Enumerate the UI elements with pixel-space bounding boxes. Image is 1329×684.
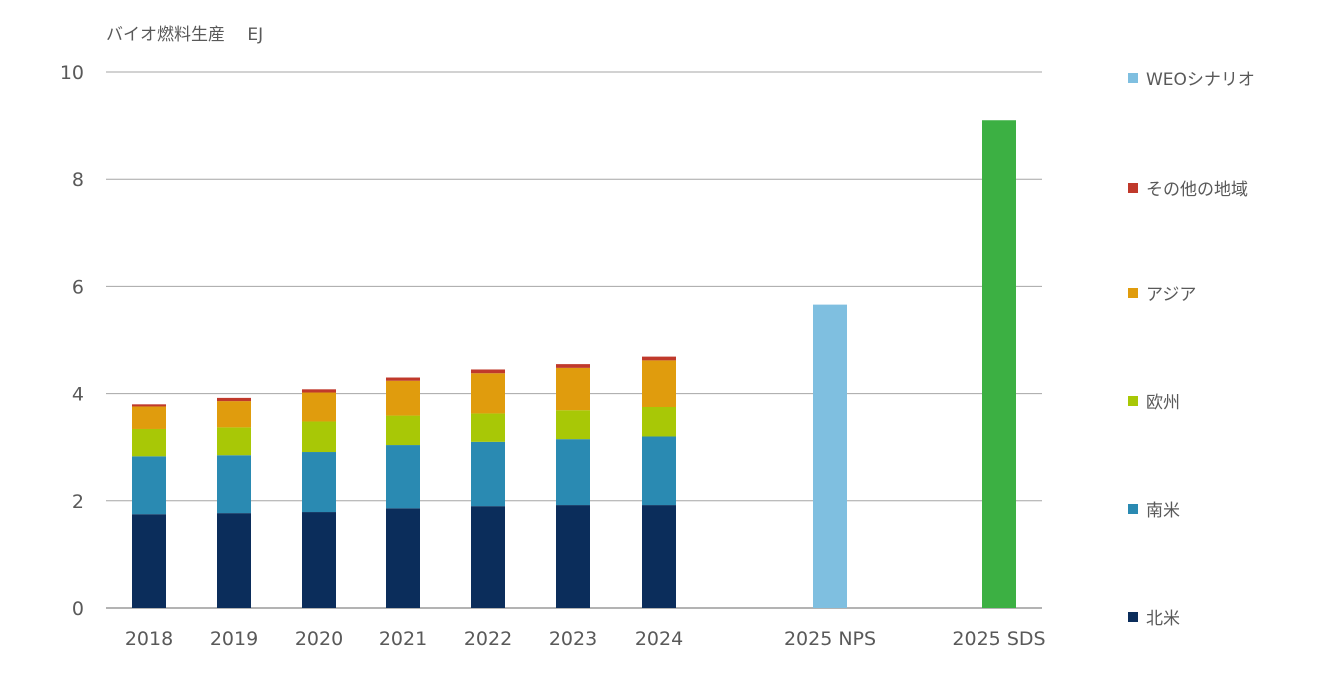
legend-item: 北米 <box>1128 604 1180 629</box>
bar-segment <box>642 356 676 361</box>
bar-segment <box>813 304 847 608</box>
bar-segment <box>642 407 676 437</box>
bar-segment <box>556 364 590 368</box>
legend: WEOシナリオ その他の地域 アジア欧州南米北米 <box>1128 0 1318 680</box>
legend-label: 欧州 <box>1146 393 1180 413</box>
bar-segment <box>132 456 166 515</box>
bar-segment <box>556 505 590 608</box>
bar-segment <box>556 439 590 506</box>
x-tick-label: 2018 <box>125 628 173 650</box>
legend-swatch <box>1128 72 1138 83</box>
y-tick-label: 6 <box>72 276 84 298</box>
bar-segment <box>386 445 420 509</box>
bar-segment <box>386 377 420 381</box>
bar-segment <box>302 389 336 393</box>
x-tick-label: 2025 NPS <box>784 628 876 650</box>
bar-segment <box>217 397 251 402</box>
bar-segment <box>642 436 676 506</box>
bar-segment <box>132 406 166 429</box>
bar-segment <box>386 380 420 416</box>
legend-item: アジア <box>1128 280 1196 305</box>
legend-swatch <box>1128 287 1138 298</box>
y-tick-label: 10 <box>60 62 84 84</box>
legend-label: 北米 <box>1146 609 1180 629</box>
legend-label: アジア <box>1146 285 1197 305</box>
legend-label: 南米 <box>1146 501 1180 521</box>
bar-segment <box>217 401 251 428</box>
bar-segment <box>217 455 251 514</box>
x-tick-label: 2024 <box>635 628 683 650</box>
legend-item: 欧州 <box>1128 388 1180 413</box>
bar-segment <box>471 441 505 507</box>
bar-segment <box>386 508 420 608</box>
bar-segment <box>132 428 166 457</box>
bar-segment <box>302 421 336 453</box>
x-tick-label: 2023 <box>549 628 597 650</box>
bar-segment <box>471 506 505 608</box>
bar-segment <box>302 512 336 608</box>
legend-swatch <box>1128 395 1138 406</box>
bar-segment <box>217 513 251 608</box>
bar-segment <box>642 505 676 608</box>
bar-segment <box>302 452 336 513</box>
bar-segment <box>471 413 505 442</box>
x-tick-label: 2022 <box>464 628 512 650</box>
bar-segment <box>642 360 676 407</box>
x-tick-label: 2025 SDS <box>952 628 1045 650</box>
legend-item: WEOシナリオ <box>1128 65 1255 90</box>
legend-swatch <box>1128 611 1138 622</box>
bar-segment <box>471 369 505 374</box>
bar-segment <box>132 404 166 407</box>
legend-item: その他の地域 <box>1128 175 1248 200</box>
legend-label: その他の地域 <box>1146 180 1248 200</box>
bar-segment <box>132 514 166 608</box>
y-tick-label: 2 <box>72 491 84 513</box>
y-tick-label: 4 <box>72 384 84 406</box>
legend-swatch <box>1128 503 1138 514</box>
legend-label: WEOシナリオ <box>1146 70 1255 90</box>
legend-swatch <box>1128 182 1138 193</box>
bar-segment <box>302 392 336 422</box>
x-tick-label: 2019 <box>210 628 258 650</box>
bar-segment <box>982 120 1016 609</box>
bar-segment <box>217 427 251 456</box>
x-tick-label: 2021 <box>379 628 427 650</box>
legend-item: 南米 <box>1128 496 1180 521</box>
bar-segment <box>386 415 420 446</box>
y-tick-label: 8 <box>72 169 84 191</box>
x-tick-label: 2020 <box>295 628 343 650</box>
y-tick-label: 0 <box>72 598 84 620</box>
bar-segment <box>556 367 590 411</box>
bar-segment <box>556 410 590 440</box>
bar-segment <box>471 373 505 414</box>
y-axis-title: バイオ燃料生産 EJ <box>106 25 264 45</box>
